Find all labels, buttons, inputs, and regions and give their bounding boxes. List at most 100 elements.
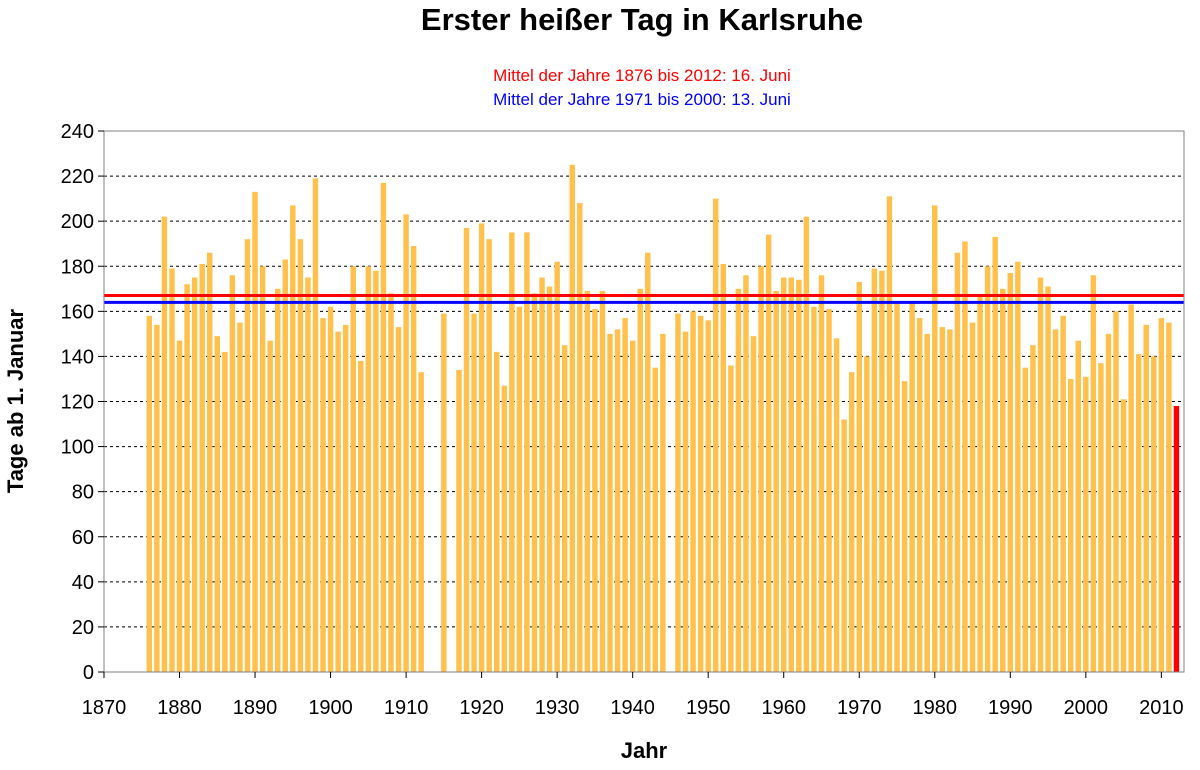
bar-1889 bbox=[244, 239, 251, 672]
x-tick-label-1870: 1870 bbox=[82, 697, 127, 719]
bar-2000 bbox=[1083, 376, 1089, 672]
x-tick-label-1950: 1950 bbox=[686, 697, 731, 719]
x-tick-label-1980: 1980 bbox=[913, 697, 958, 719]
x-tick-label-1940: 1940 bbox=[610, 697, 655, 719]
bar-2002 bbox=[1098, 363, 1104, 672]
bar-1884 bbox=[207, 252, 213, 672]
bar-1993 bbox=[1030, 345, 1036, 672]
bar-1962 bbox=[796, 279, 802, 672]
bar-1996 bbox=[1052, 329, 1059, 672]
bar-1997 bbox=[1060, 315, 1066, 672]
bar-1994 bbox=[1037, 277, 1044, 672]
bar-1957 bbox=[758, 266, 764, 672]
x-tick-label-1930: 1930 bbox=[535, 697, 580, 719]
bar-2007 bbox=[1135, 354, 1142, 672]
bar-1981 bbox=[939, 327, 946, 672]
annotation-mean-1876-2012: Mittel der Jahre 1876 bis 2012: 16. Juni bbox=[493, 66, 791, 85]
bar-1972 bbox=[871, 268, 878, 672]
bar-2008 bbox=[1143, 324, 1149, 672]
x-axis-label: Jahr bbox=[621, 738, 668, 763]
bar-1880 bbox=[176, 340, 183, 672]
bar-1893 bbox=[274, 288, 281, 672]
bar-1967 bbox=[833, 338, 840, 672]
bar-1979 bbox=[924, 333, 930, 672]
bar-1955 bbox=[743, 275, 749, 672]
bar-1881 bbox=[184, 284, 190, 672]
bar-1985 bbox=[969, 322, 976, 672]
bar-1951 bbox=[713, 198, 719, 672]
bar-1964 bbox=[811, 306, 817, 672]
bar-1987 bbox=[984, 266, 991, 672]
bar-1978 bbox=[916, 318, 923, 672]
bar-1932 bbox=[569, 164, 575, 672]
bar-1947 bbox=[682, 331, 689, 672]
bar-1899 bbox=[320, 318, 326, 672]
bar-1939 bbox=[622, 318, 628, 672]
bar-1933 bbox=[577, 203, 583, 672]
bar-1911 bbox=[410, 245, 417, 672]
bar-1912 bbox=[418, 372, 424, 672]
y-tick-label-140: 140 bbox=[61, 346, 94, 368]
bar-1924 bbox=[509, 232, 515, 672]
bar-1930 bbox=[554, 261, 560, 672]
y-tick-label-220: 220 bbox=[61, 166, 94, 188]
y-tick-label-20: 20 bbox=[72, 617, 94, 639]
bar-1992 bbox=[1022, 367, 1029, 672]
bar-1918 bbox=[463, 227, 470, 672]
bar-1921 bbox=[486, 239, 492, 672]
bar-1908 bbox=[388, 293, 394, 672]
bar-1903 bbox=[350, 266, 356, 672]
y-tick-label-80: 80 bbox=[72, 482, 94, 504]
bar-1923 bbox=[501, 385, 507, 672]
bar-1974 bbox=[886, 196, 893, 672]
bar-1894 bbox=[282, 259, 288, 672]
bar-1961 bbox=[788, 277, 794, 672]
bar-1935 bbox=[592, 309, 598, 672]
bar-2012 bbox=[1173, 406, 1180, 672]
bar-1876 bbox=[146, 315, 153, 672]
bar-1941 bbox=[637, 288, 643, 672]
y-tick-label-180: 180 bbox=[61, 256, 94, 278]
chart-title: Erster heißer Tag in Karlsruhe bbox=[421, 2, 863, 37]
bar-1928 bbox=[539, 277, 545, 672]
bar-1882 bbox=[191, 277, 198, 672]
x-tick-label-1990: 1990 bbox=[988, 697, 1033, 719]
bar-1966 bbox=[826, 309, 832, 672]
bar-2006 bbox=[1128, 304, 1134, 672]
bar-2001 bbox=[1090, 275, 1097, 672]
bar-1883 bbox=[199, 263, 205, 672]
bar-1986 bbox=[977, 295, 983, 672]
bar-1999 bbox=[1075, 340, 1081, 672]
bar-1934 bbox=[584, 291, 591, 672]
bar-1938 bbox=[614, 329, 621, 672]
bar-1940 bbox=[629, 340, 636, 672]
bar-1998 bbox=[1067, 378, 1074, 672]
bar-1977 bbox=[909, 302, 915, 672]
y-tick-label-0: 0 bbox=[83, 662, 94, 684]
bar-1877 bbox=[154, 324, 160, 672]
x-axis-ticks: 1870 1880 1890 1900 1910 1920 1930 1940 1950 1960… bbox=[82, 672, 1184, 719]
bar-1896 bbox=[297, 239, 304, 672]
bar-1885 bbox=[214, 336, 221, 672]
bar-1975 bbox=[894, 302, 900, 672]
bar-2010 bbox=[1158, 318, 1165, 672]
bar-2011 bbox=[1166, 322, 1172, 672]
bar-1895 bbox=[290, 205, 296, 672]
bar-1892 bbox=[267, 340, 273, 672]
bar-1943 bbox=[652, 367, 659, 672]
bar-1909 bbox=[395, 327, 402, 672]
bar-1902 bbox=[342, 324, 349, 672]
bar-1888 bbox=[237, 322, 243, 672]
bar-1879 bbox=[169, 268, 175, 672]
bar-1887 bbox=[229, 275, 236, 672]
bar-1989 bbox=[1000, 288, 1006, 672]
bar-1970 bbox=[856, 282, 862, 672]
bar-1973 bbox=[879, 270, 885, 672]
y-tick-label-120: 120 bbox=[61, 392, 94, 414]
bar-1984 bbox=[962, 241, 968, 672]
bar-1925 bbox=[516, 306, 523, 672]
bar-1919 bbox=[471, 313, 477, 672]
bar-1929 bbox=[546, 286, 553, 672]
bar-1956 bbox=[750, 336, 757, 672]
bar-1988 bbox=[992, 236, 998, 672]
